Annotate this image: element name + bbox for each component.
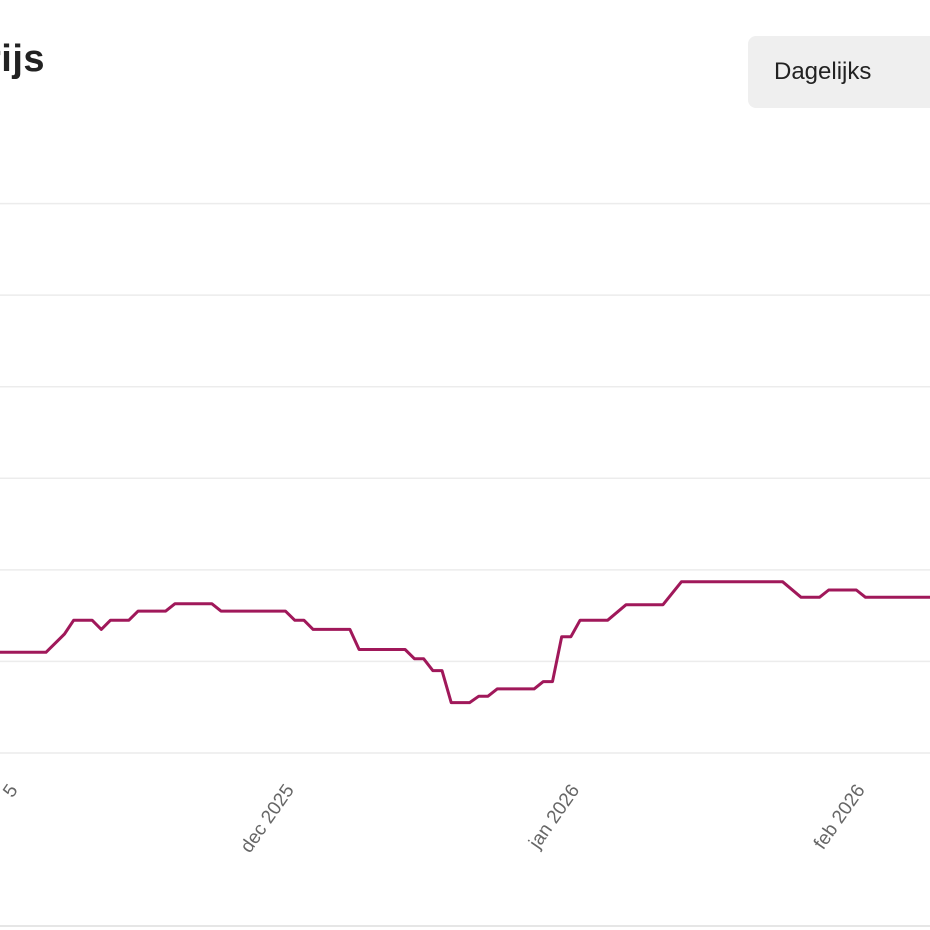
x-tick-label: feb 2026 [810, 781, 870, 854]
series-line [0, 580, 930, 705]
x-axis-ticks: 5 dec 2025 jan 2026 feb 2026 [0, 781, 870, 857]
chart-title: rijs [0, 38, 46, 80]
gridlines [0, 202, 930, 754]
period-select[interactable]: Dagelijks [748, 36, 930, 108]
x-tick-label: 5 [0, 781, 23, 802]
series-layer [0, 580, 930, 705]
x-tick-label: jan 2026 [525, 781, 585, 854]
x-tick-label: dec 2025 [237, 781, 299, 857]
bottom-divider [0, 925, 930, 927]
